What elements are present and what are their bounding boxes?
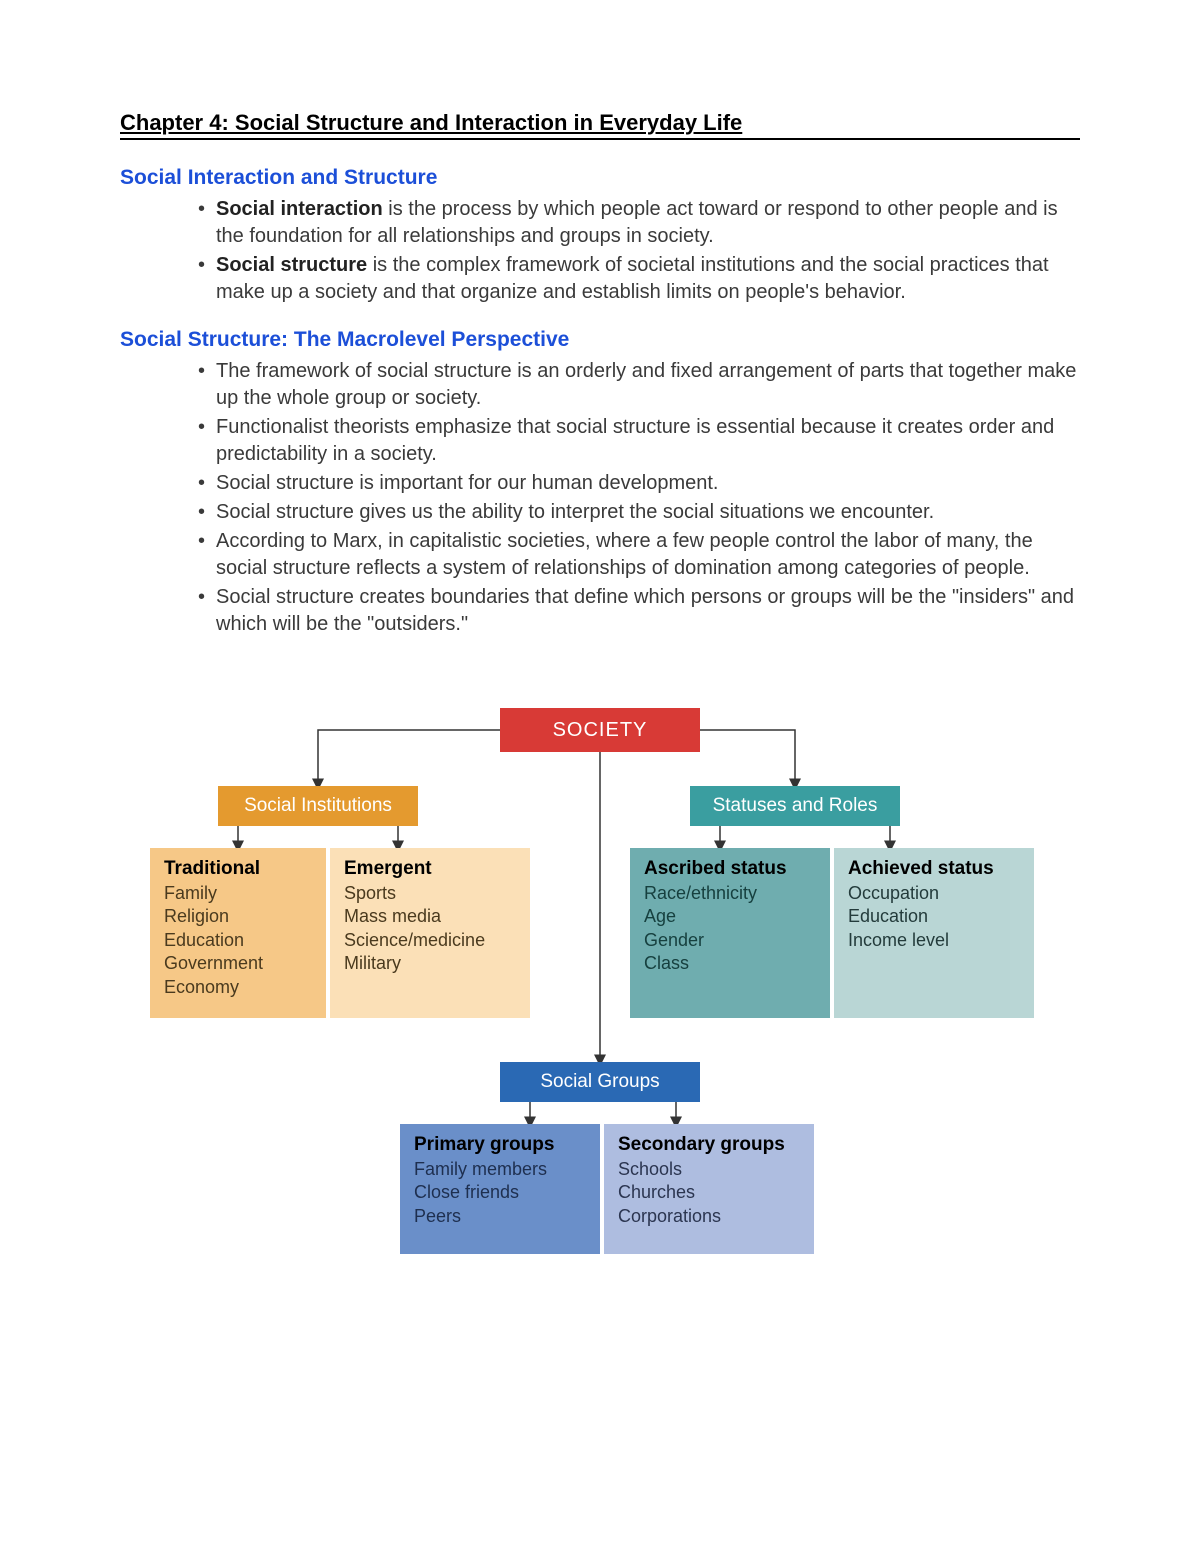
detail-box-item: Peers — [414, 1205, 586, 1228]
detail-box-item: Churches — [618, 1181, 800, 1204]
bullet-item: According to Marx, in capitalistic socie… — [198, 528, 1080, 582]
detail-box-item: Religion — [164, 905, 312, 928]
node-groups: Social Groups — [500, 1062, 700, 1102]
document-page: Chapter 4: Social Structure and Interact… — [0, 0, 1200, 1553]
node-institutions: Social Institutions — [218, 786, 418, 826]
node-society: SOCIETY — [500, 708, 700, 752]
detail-box-title: Primary groups — [414, 1134, 586, 1156]
section-heading-1: Social Interaction and Structure — [120, 166, 1080, 190]
detail-box-item: Family — [164, 882, 312, 905]
detail-box: EmergentSportsMass mediaScience/medicine… — [330, 848, 530, 1018]
detail-box-item: Gender — [644, 929, 816, 952]
bullet-item: Social interaction is the process by whi… — [198, 196, 1080, 250]
detail-box-item: Science/medicine — [344, 929, 516, 952]
detail-box-item: Family members — [414, 1158, 586, 1181]
detail-box-item: Schools — [618, 1158, 800, 1181]
detail-box-item: Education — [848, 905, 1020, 928]
detail-box-item: Close friends — [414, 1181, 586, 1204]
detail-box-item: Corporations — [618, 1205, 800, 1228]
detail-box-item: Age — [644, 905, 816, 928]
detail-box-item: Economy — [164, 976, 312, 999]
detail-box-item: Class — [644, 952, 816, 975]
bullet-list-1: Social interaction is the process by whi… — [168, 196, 1080, 306]
detail-box-item: Government — [164, 952, 312, 975]
detail-box-item: Race/ethnicity — [644, 882, 816, 905]
bullet-bold-term: Social structure — [216, 254, 367, 276]
bullet-item: Social structure is important for our hu… — [198, 470, 1080, 497]
detail-box-item: Military — [344, 952, 516, 975]
detail-box-item: Education — [164, 929, 312, 952]
detail-box: Primary groupsFamily membersClose friend… — [400, 1124, 600, 1254]
bullet-item: Social structure is the complex framewor… — [198, 252, 1080, 306]
detail-box-title: Achieved status — [848, 858, 1020, 880]
node-statuses: Statuses and Roles — [690, 786, 900, 826]
bullet-item: Functionalist theorists emphasize that s… — [198, 414, 1080, 468]
detail-box: Secondary groupsSchoolsChurchesCorporati… — [604, 1124, 814, 1254]
society-diagram: SOCIETY Social Institutions Statuses and R… — [120, 708, 1080, 1348]
bullet-item: The framework of social structure is an … — [198, 358, 1080, 412]
detail-box-title: Secondary groups — [618, 1134, 800, 1156]
detail-box-title: Traditional — [164, 858, 312, 880]
bullet-bold-term: Social interaction — [216, 198, 383, 220]
detail-box-title: Emergent — [344, 858, 516, 880]
bullet-list-2: The framework of social structure is an … — [168, 358, 1080, 638]
detail-box-item: Income level — [848, 929, 1020, 952]
bullet-item: Social structure gives us the ability to… — [198, 499, 1080, 526]
detail-box-title: Ascribed status — [644, 858, 816, 880]
detail-box: Achieved statusOccupationEducationIncome… — [834, 848, 1034, 1018]
detail-box: Ascribed statusRace/ethnicityAgeGenderCl… — [630, 848, 830, 1018]
detail-box-item: Occupation — [848, 882, 1020, 905]
detail-box: TraditionalFamilyReligionEducationGovern… — [150, 848, 326, 1018]
chapter-title: Chapter 4: Social Structure and Interact… — [120, 110, 1080, 140]
detail-box-item: Mass media — [344, 905, 516, 928]
bullet-item: Social structure creates boundaries that… — [198, 584, 1080, 638]
detail-box-item: Sports — [344, 882, 516, 905]
section-heading-2: Social Structure: The Macrolevel Perspec… — [120, 328, 1080, 352]
